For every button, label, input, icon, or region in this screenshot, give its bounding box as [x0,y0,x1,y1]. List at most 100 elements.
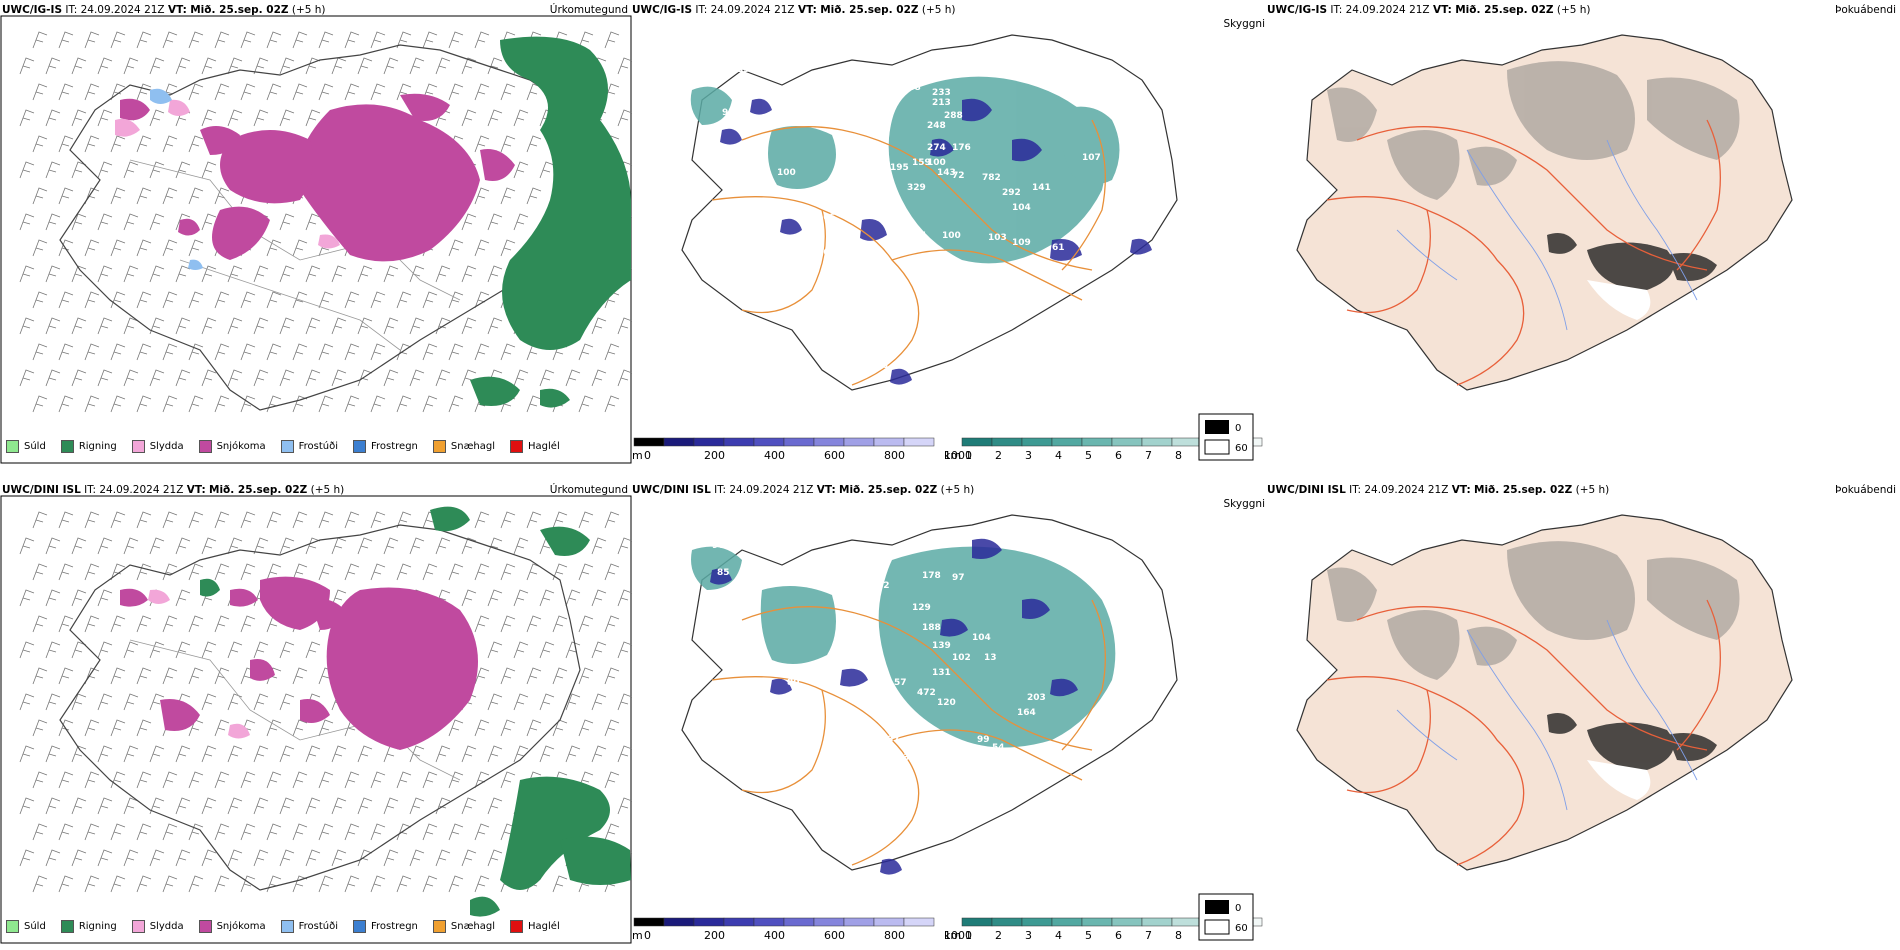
wind-barb [292,343,308,361]
wind-barb [357,745,373,763]
visibility-value-label: 79 [827,708,840,718]
wind-barb [240,563,256,581]
precip-map [0,495,632,944]
wind-barb [45,641,61,659]
wind-barb [331,265,347,283]
visibility-value-label: 102 [952,653,971,663]
visibility-value-label: 100 [942,231,961,241]
wind-barb [279,745,295,763]
wind-barb [513,693,529,711]
wind-barb [292,511,308,529]
fog-label-light: 60 [1235,923,1248,934]
wind-barb [188,667,204,685]
wind-barb [344,563,360,581]
legend-swatch [6,440,19,453]
wind-barb [279,797,295,815]
visibility-value-label: 117 [962,748,981,758]
lead-time: (+5 h) [1556,4,1591,16]
wind-barb [474,511,490,529]
legend-label: Rigning [78,441,117,452]
wind-barb [175,369,191,387]
wind-barb [97,109,113,127]
wind-barb [136,135,152,153]
visibility-swatch [991,917,1023,927]
wind-barb [396,83,412,101]
wind-barb [188,31,204,49]
wind-barb [331,797,347,815]
wind-barb [279,317,295,335]
wind-barb [19,265,35,283]
wind-barb [253,537,269,555]
legend-item: Frostregn [353,920,418,933]
wind-barb [396,511,412,529]
fog-label-light: 60 [1235,443,1248,454]
visibility-value-label: 274 [927,143,946,153]
wind-barb [266,823,282,841]
model-name: UWC/DINI ISL [1267,484,1346,496]
it-value: 24.09.2024 21Z [99,484,184,496]
wind-barb [32,343,48,361]
visibility-value-label: 13 [984,653,997,663]
wind-barb [45,161,61,179]
precip-map [0,15,632,464]
wind-barb [422,563,438,581]
precip-legend: Súld Rigning Slydda Snjókoma Frostúði Frostre… [6,440,560,453]
visibility-value-label: 95 [722,108,735,118]
wind-barb [32,187,48,205]
visibility-swatch [1141,917,1173,927]
it-value: 24.09.2024 21Z [80,4,165,16]
vt-label: VT: [1451,484,1471,496]
wind-barb [227,537,243,555]
cloud-base-swatch [723,437,755,447]
visibility-tick: 2 [995,929,1002,942]
wind-barb [136,563,152,581]
wind-barb [136,615,152,633]
wind-barb [45,57,61,75]
legend-label: Haglél [528,441,560,452]
legend-swatch [432,440,446,453]
legend-label: Rigning [78,921,117,932]
wind-barb [123,693,139,711]
wind-barb [227,641,243,659]
cloud-base-swatch [693,437,725,447]
wind-barb [71,589,87,607]
wind-barb [175,265,191,283]
visibility-tick: 1 [965,929,972,942]
wind-barb [409,369,425,387]
wind-barb [305,109,321,127]
wind-barb [357,265,373,283]
wind-barb [318,343,334,361]
cloud-base-blue [710,538,1078,875]
wind-barb [526,719,542,737]
wind-barb [461,537,477,555]
cloud-base-swatch [813,437,845,447]
wind-barb [305,57,321,75]
legend-item: Frostúði [280,440,338,453]
wind-barb [422,291,438,309]
visibility-panel: 89 53 62 95 79 388 233 288 213 248 274 143 176 100 195… [632,0,1267,470]
wind-barb [448,771,464,789]
visibility-swatch [1081,917,1113,927]
wind-barb [422,31,438,49]
legend-label: Súld [24,441,46,452]
wind-barb [58,667,74,685]
wind-barb [526,615,542,633]
cloud-base-swatch [663,917,695,927]
wind-barb [71,849,87,867]
wind-barb [110,395,126,413]
lead-time: (+5 h) [310,484,345,496]
cloud-base-scale: m 0 200 400 600 800 1000 [632,917,972,942]
wind-barb [45,369,61,387]
wind-barb [591,589,607,607]
it-label: IT: [84,484,97,496]
visibility-panel: 90 62 85 60 33 62 178 97 129 188 139 131 104 102 13 57 4… [632,480,1267,950]
wind-barb [58,135,74,153]
wind-barb [149,641,165,659]
wind-barb [240,771,256,789]
wind-barb [175,589,191,607]
wind-barb [214,395,230,413]
wind-barb [305,849,321,867]
wind-barb [461,213,477,231]
wind-barb [409,537,425,555]
wind-barb [526,511,542,529]
